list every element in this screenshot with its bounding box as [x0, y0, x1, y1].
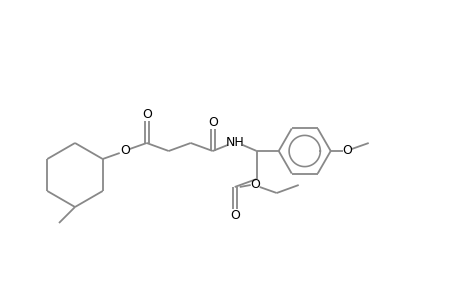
Text: O: O: [341, 145, 351, 158]
Text: O: O: [230, 209, 239, 223]
Text: O: O: [249, 178, 259, 191]
Text: NH: NH: [225, 136, 244, 149]
Text: O: O: [207, 116, 217, 128]
Text: O: O: [119, 145, 129, 158]
Text: O: O: [141, 107, 151, 121]
